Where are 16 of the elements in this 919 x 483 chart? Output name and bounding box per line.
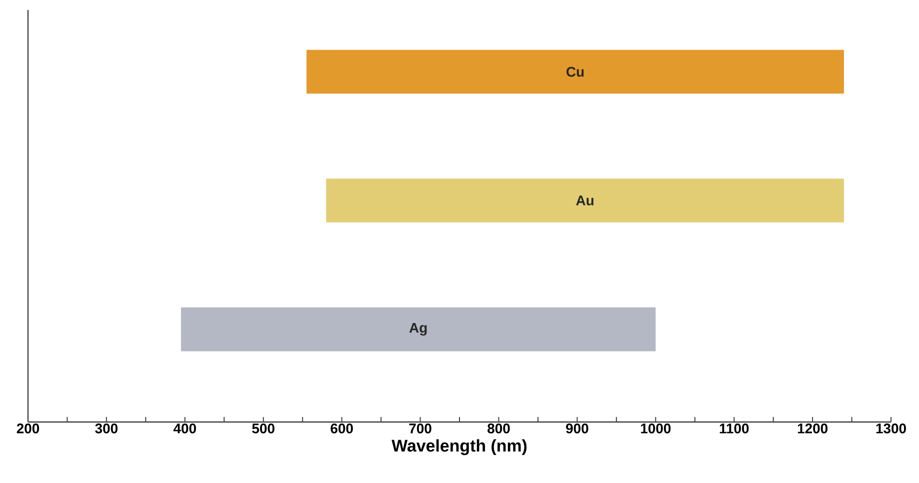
x-tick-label: 400 (173, 424, 196, 434)
x-tick-label: 800 (488, 424, 510, 434)
y-tick-label: Ag (409, 323, 427, 336)
x-tick-label: 300 (95, 424, 118, 434)
x-axis-title: Wavelength (nm) (392, 439, 527, 456)
y-tick-label: Au (576, 196, 594, 206)
x-tick-label: 600 (330, 424, 353, 434)
x-tick-label: 1000 (641, 424, 671, 434)
x-tick-label: 700 (409, 424, 432, 434)
x-tick-label: 200 (16, 424, 40, 434)
y-tick-label: Cu (566, 66, 584, 77)
x-tick-label: 1300 (876, 424, 906, 434)
x-tick-label: 900 (566, 424, 588, 434)
x-tick-label: 500 (252, 424, 274, 434)
x-tick-label: 1200 (798, 424, 828, 434)
x-tick-label: 1100 (720, 424, 749, 434)
